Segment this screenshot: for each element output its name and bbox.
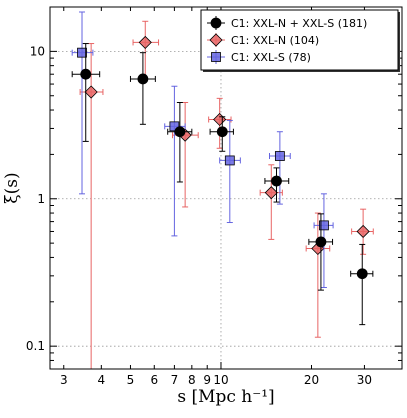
legend-marker	[211, 52, 221, 62]
legend-label: C1: XXL-S (78)	[231, 51, 311, 64]
data-point	[80, 68, 92, 80]
data-point	[264, 186, 278, 200]
legend-marker	[209, 33, 223, 47]
data-point	[274, 151, 285, 161]
y-axis-label: ξ(s)	[2, 172, 22, 203]
y-tick-label: 10	[30, 44, 45, 58]
data-point	[356, 268, 368, 280]
legend-box	[200, 9, 399, 71]
data-point	[174, 126, 186, 138]
data-point	[216, 126, 228, 138]
legend-marker	[210, 17, 222, 29]
x-tick-label: 4	[98, 373, 106, 387]
data-point	[319, 220, 329, 231]
x-tick-label: 10	[213, 373, 228, 387]
series-0	[71, 43, 374, 326]
legend-label: C1: XXL-N + XXL-S (181)	[231, 17, 367, 30]
data-point	[271, 175, 282, 187]
legend: C1: XXL-N + XXL-S (181) C1: XXL-N (104) C1…	[200, 9, 400, 72]
y-tick-label: 1	[37, 192, 45, 206]
x-tick-label: 3	[60, 373, 68, 387]
data-point	[137, 73, 149, 85]
x-tick-label: 7	[171, 373, 179, 387]
x-axis-label: s [Mpc h⁻¹]	[177, 387, 274, 407]
data-point	[315, 236, 327, 248]
plot-frame	[49, 6, 403, 370]
y-tick-label: 0.1	[26, 339, 45, 353]
data-point	[169, 121, 180, 132]
data-point	[138, 35, 152, 49]
x-tick-label: 30	[357, 373, 372, 387]
legend-label: C1: XXL-N (104)	[231, 34, 319, 47]
x-tick-label: 5	[127, 373, 135, 387]
data-point	[356, 224, 370, 239]
x-tick-label: 6	[150, 373, 158, 387]
data-series	[71, 11, 374, 369]
data-point	[77, 47, 87, 58]
data-point	[84, 85, 98, 99]
series-2	[71, 11, 334, 289]
x-tick-label: 9	[203, 373, 211, 387]
x-tick-label: 20	[304, 373, 319, 387]
x-tick-label: 8	[188, 373, 196, 387]
data-point	[224, 155, 235, 166]
